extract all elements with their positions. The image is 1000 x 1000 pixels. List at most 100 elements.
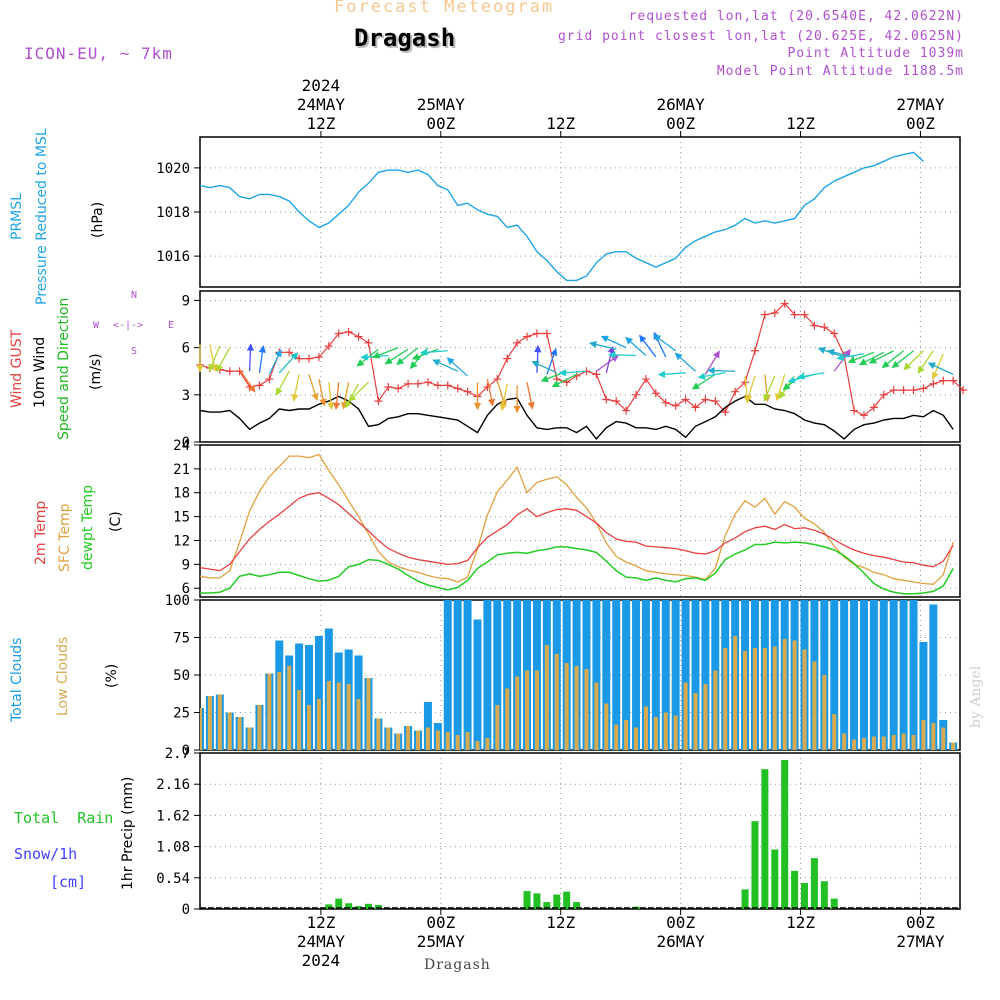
low-cloud-bar — [762, 648, 767, 750]
requested-coordinates: requested lon,lat (20.6540E, 42.0622N) — [628, 9, 964, 24]
wind-tick-label: 3 — [182, 388, 190, 404]
wind-direction-arrow — [558, 369, 587, 377]
wind-direction-head — [531, 360, 540, 368]
gust-marker — [830, 329, 839, 338]
low-cloud-bar — [307, 705, 312, 750]
wind-direction-head — [446, 357, 455, 365]
wind-direction-head — [419, 348, 428, 356]
bottom-axis-time-label: 12Z — [546, 913, 575, 932]
wind-direction-arrow — [526, 382, 535, 410]
gust-marker — [503, 354, 512, 363]
wind-direction-head — [712, 350, 720, 359]
wind-direction-head — [558, 369, 567, 377]
wind-direction-arrow — [531, 360, 558, 374]
low-cloud-bar — [257, 705, 262, 750]
total-cloud-bar — [691, 600, 700, 750]
gust-marker — [879, 390, 888, 399]
low-cloud-bar — [802, 649, 807, 750]
low-cloud-bar — [386, 727, 391, 750]
rain-bar — [791, 870, 799, 909]
gust-marker — [592, 370, 601, 379]
gust-marker — [285, 348, 294, 357]
wind-direction-arrow — [333, 382, 341, 410]
compass-e: E — [168, 320, 175, 331]
bottom-axis-date-label: 25MAY — [417, 932, 466, 951]
low-cloud-bar — [554, 654, 559, 750]
rain-bar — [781, 759, 789, 909]
low-cloud-bar — [534, 670, 539, 750]
gust-marker — [909, 386, 918, 395]
wind-direction-arrow — [246, 343, 255, 372]
wind-direction-head — [513, 405, 521, 414]
low-cloud-bar — [812, 661, 817, 750]
wind-direction-head — [534, 344, 542, 353]
snow-unit: [cm] — [50, 873, 87, 891]
gust-marker — [334, 329, 343, 338]
wind-direction-arrow — [697, 372, 726, 380]
low-cloud-bar — [475, 741, 480, 750]
top-axis-date-label: 24MAY — [297, 95, 346, 114]
gust-marker — [939, 376, 948, 385]
low-cloud-bar — [822, 675, 827, 750]
total-cloud-bar — [622, 600, 631, 750]
gust-marker — [433, 381, 442, 390]
wind-direction-head — [843, 348, 851, 357]
gust-marker — [513, 338, 522, 347]
gust-marker — [295, 354, 304, 363]
total-cloud-bar — [899, 600, 908, 750]
wind-direction-arrow — [763, 375, 776, 402]
wind-direction-head — [826, 348, 835, 356]
temp-tick-label: 24 — [173, 438, 190, 454]
gust-marker — [850, 406, 859, 415]
pressure-tick-label: 1020 — [156, 161, 190, 177]
wind-direction-arrow — [625, 336, 647, 356]
wind-direction-arrow — [881, 350, 905, 369]
wind-direction-head — [248, 384, 256, 393]
gust-marker — [265, 375, 274, 384]
wind-direction-head — [787, 376, 796, 384]
wind-direction-head — [782, 382, 791, 391]
pressure-tick-label: 1016 — [156, 249, 190, 265]
low-cloud-bar — [852, 739, 857, 750]
low-cloud-bar — [683, 682, 688, 750]
gust-marker — [641, 375, 650, 384]
wind-direction-head — [836, 353, 845, 362]
wind-tick-label: 6 — [182, 341, 190, 357]
wind-direction-head — [333, 402, 341, 410]
total-cloud-bar — [612, 600, 621, 750]
top-axis-year-label: 2024 — [302, 76, 341, 95]
wind-direction-head — [208, 363, 216, 372]
total-cloud-bar — [463, 600, 472, 750]
low-cloud-bar — [703, 684, 708, 750]
wind-direction-head — [372, 351, 381, 359]
bottom-axis-time-label: 12Z — [786, 913, 815, 932]
low-cloud-bar — [673, 715, 678, 750]
rain-bar — [364, 903, 372, 909]
wind-direction-arrow — [546, 348, 558, 375]
clouds-tick-label: 0 — [182, 743, 190, 759]
low-cloud-bar — [495, 705, 500, 750]
wind-direction-arrow — [847, 351, 875, 364]
temp-tick-label: 18 — [173, 486, 190, 502]
total-cloud-bar — [909, 600, 918, 750]
bottom-axis-date-label: 24MAY — [297, 932, 346, 951]
rain-bar — [741, 889, 749, 909]
model-point-altitude: Model Point Altitude 1188.5m — [716, 64, 964, 79]
low-cloud-bar — [217, 694, 222, 750]
footer-station: Dragash — [424, 957, 491, 973]
wind-direction-arrow — [657, 370, 686, 378]
low-cloud-bar — [376, 718, 381, 750]
temp-tick-label: 9 — [182, 557, 190, 573]
total-cloud-bar — [681, 600, 690, 750]
wind-direction-arrow — [446, 357, 469, 377]
low-cloud-bar — [891, 735, 896, 750]
wind-direction-head — [345, 400, 352, 409]
wind-direction-head — [697, 372, 706, 380]
wind-direction-head — [409, 361, 418, 369]
gust-marker — [602, 395, 611, 404]
wind-speed-line — [199, 395, 954, 440]
gust-marker — [929, 379, 938, 388]
wind-direction-arrow — [551, 373, 577, 388]
low-cloud-bar — [941, 727, 946, 750]
total-cloud-bar — [919, 642, 928, 750]
